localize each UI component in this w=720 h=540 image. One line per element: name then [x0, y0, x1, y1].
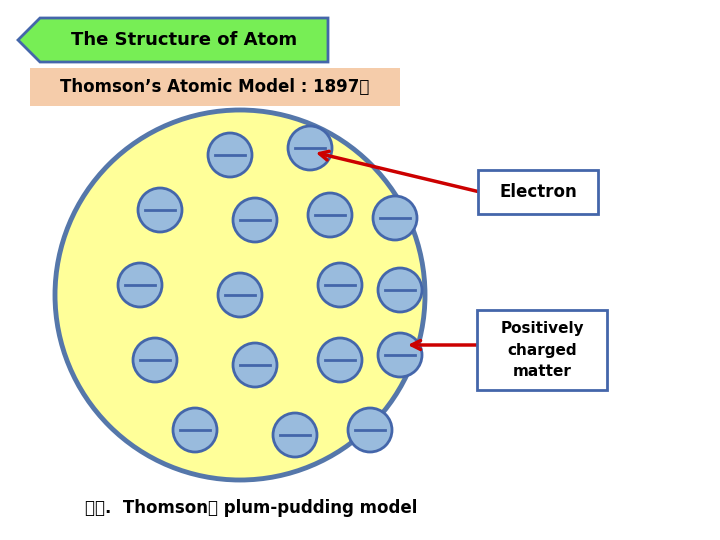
- Circle shape: [55, 110, 425, 480]
- Bar: [477, 310, 607, 390]
- Circle shape: [318, 338, 362, 382]
- Text: Thomson’s Atomic Model : 1897년: Thomson’s Atomic Model : 1897년: [60, 78, 369, 96]
- Circle shape: [308, 193, 352, 237]
- Text: Electron: Electron: [499, 183, 577, 201]
- Circle shape: [348, 408, 392, 452]
- Circle shape: [118, 263, 162, 307]
- Circle shape: [318, 263, 362, 307]
- Circle shape: [218, 273, 262, 317]
- Text: 그림.  Thomson의 plum-pudding model: 그림. Thomson의 plum-pudding model: [85, 499, 418, 517]
- Circle shape: [208, 133, 252, 177]
- Circle shape: [273, 413, 317, 457]
- Circle shape: [378, 268, 422, 312]
- Circle shape: [288, 126, 332, 170]
- Circle shape: [373, 196, 417, 240]
- Circle shape: [173, 408, 217, 452]
- Text: Positively
charged
matter: Positively charged matter: [500, 321, 584, 379]
- Polygon shape: [18, 18, 328, 62]
- Circle shape: [233, 343, 277, 387]
- Circle shape: [138, 188, 182, 232]
- Bar: [30, 68, 400, 106]
- Circle shape: [378, 333, 422, 377]
- Bar: [478, 170, 598, 214]
- Circle shape: [233, 198, 277, 242]
- Text: The Structure of Atom: The Structure of Atom: [71, 31, 297, 49]
- Circle shape: [133, 338, 177, 382]
